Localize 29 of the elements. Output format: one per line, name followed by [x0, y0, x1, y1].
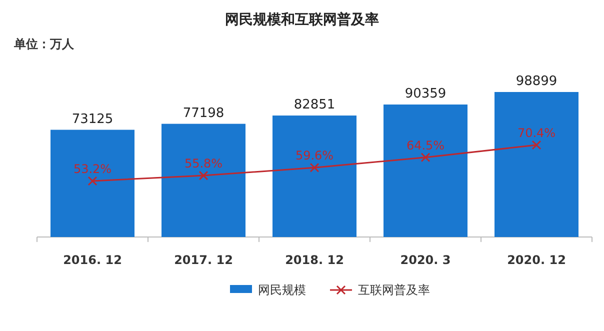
bar: [494, 92, 578, 237]
data-label: 98899: [516, 74, 558, 89]
data-label: 64.5%: [406, 138, 445, 152]
point: [88, 176, 98, 186]
legend-label: 网民规模: [258, 283, 306, 297]
text: 单位：万人: [13, 37, 75, 51]
bar: [162, 124, 246, 237]
data-label: 90359: [404, 86, 446, 102]
data-label: 70.4%: [517, 126, 556, 140]
data-label: 55.8%: [184, 156, 223, 171]
data-label: 53.2%: [73, 162, 112, 176]
x-tick-label: 2020. 3: [400, 253, 451, 267]
data-label: 82851: [294, 98, 336, 113]
x-tick-label: 2017. 12: [174, 253, 233, 267]
legend-label: 互联网普及率: [358, 283, 430, 297]
bar: [384, 104, 468, 237]
bar: [50, 130, 134, 237]
point: [310, 162, 320, 172]
point: [198, 170, 208, 180]
x-tick-label: 2018. 12: [285, 253, 344, 267]
bar: [272, 116, 356, 237]
point: [420, 152, 430, 162]
data-label: 59.6%: [295, 148, 334, 163]
data-label: 77198: [182, 106, 224, 121]
x-tick-label: 2016. 12: [63, 253, 122, 267]
point: [532, 140, 542, 150]
data-label: 73125: [72, 112, 114, 127]
chart-title: 网民规模和互联网普及率: [225, 11, 379, 28]
x-tick-label: 2020. 12: [507, 253, 566, 267]
